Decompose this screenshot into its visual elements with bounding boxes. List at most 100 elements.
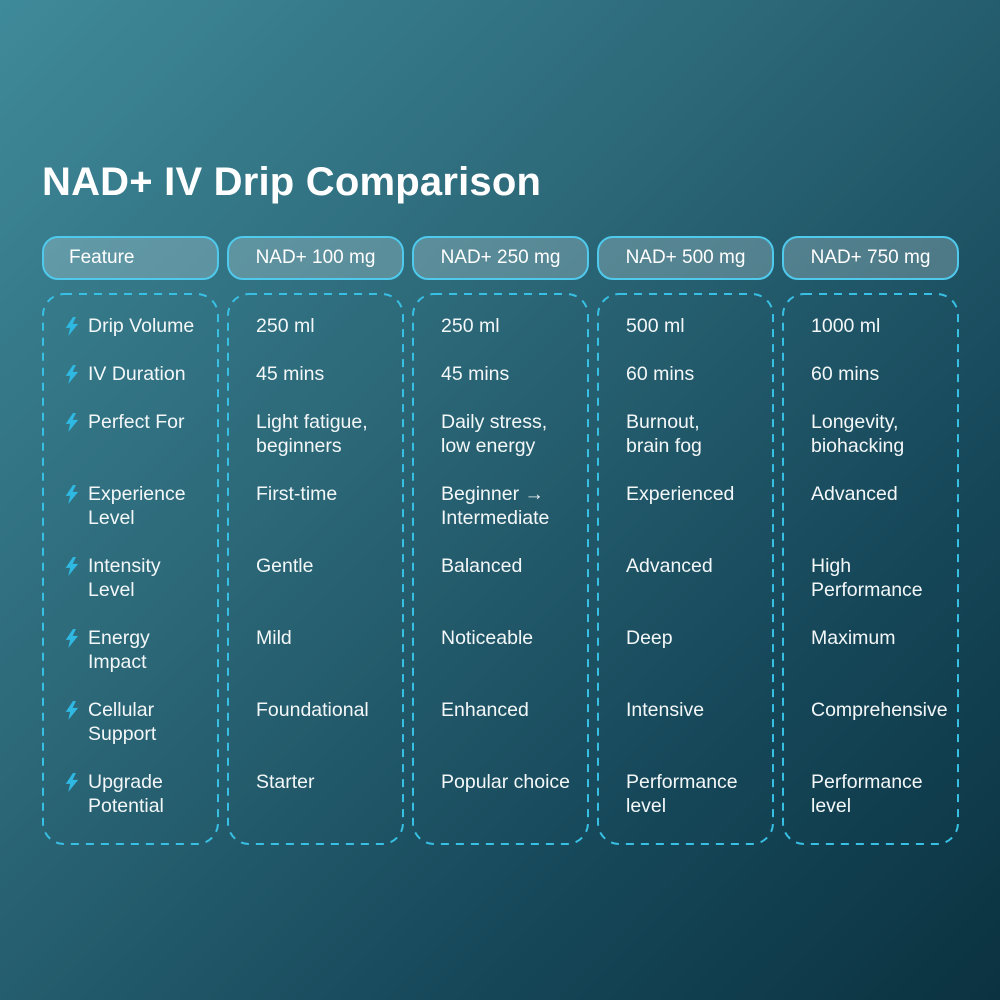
cell-value: 250 ml [256, 315, 315, 337]
feature-cell: Intensity Level [42, 554, 219, 626]
cell-value: Performance level [626, 771, 738, 817]
cell-value: Popular choice [441, 771, 570, 793]
value-cell: Advanced [597, 554, 774, 626]
value-cell: Gentle [227, 554, 404, 626]
lightning-bolt-icon [65, 485, 79, 504]
lightning-bolt-icon [65, 773, 79, 792]
value-cell: Performance level [597, 770, 774, 842]
cell-value: Enhanced [441, 699, 529, 721]
cell-value: Daily stress, low energy [441, 411, 548, 457]
lightning-bolt-icon [65, 413, 79, 432]
lightning-bolt-icon [65, 317, 79, 336]
lightning-bolt-icon [65, 365, 79, 384]
cell-value: Light fatigue, beginners [256, 411, 368, 457]
column-header-chip: NAD+ 500 mg [597, 236, 774, 280]
product-column: NAD+ 100 mg 250 ml 45 mins Light fatigue, b… [227, 236, 404, 845]
value-cell: Maximum [782, 626, 959, 698]
cell-value: Burnout, brain fog [626, 411, 702, 457]
feature-cell: Cellular Support [42, 698, 219, 770]
feature-label: Cellular Support [88, 699, 157, 745]
cell-value: Longevity, biohacking [811, 411, 905, 457]
value-cell: Enhanced [412, 698, 589, 770]
feature-cell: Experience Level [42, 482, 219, 554]
value-cell: 60 mins [782, 362, 959, 410]
feature-label: Experience Level [88, 483, 186, 529]
value-cell: 45 mins [227, 362, 404, 410]
cell-value: Balanced [441, 555, 523, 577]
lightning-bolt-icon [65, 701, 79, 720]
page-title: NAD+ IV Drip Comparison [42, 160, 542, 204]
cell-value: Noticeable [441, 627, 534, 649]
feature-label: Upgrade Potential [88, 771, 164, 817]
value-cell: 1000 ml [782, 314, 959, 362]
cell-value: 1000 ml [811, 315, 881, 337]
value-cell: Light fatigue, beginners [227, 410, 404, 482]
value-cell: Performance level [782, 770, 959, 842]
column-header-chip: Feature [42, 236, 219, 280]
column-panel: 250 ml 45 mins Daily stress, low energy Beg… [412, 293, 589, 845]
cell-value: Beginner → Intermediate [441, 483, 550, 529]
cell-value: Deep [626, 627, 673, 649]
value-cell: Foundational [227, 698, 404, 770]
cell-value: 500 ml [626, 315, 685, 337]
lightning-bolt-icon [65, 629, 79, 648]
product-column: NAD+ 500 mg 500 ml 60 mins Burnout, brain f… [597, 236, 774, 845]
feature-cell: Upgrade Potential [42, 770, 219, 842]
value-cell: 250 ml [227, 314, 404, 362]
cell-value: Experienced [626, 483, 735, 505]
lightning-bolt-icon [65, 557, 79, 576]
value-cell: Longevity, biohacking [782, 410, 959, 482]
feature-label: Intensity Level [88, 555, 161, 601]
value-cell: 250 ml [412, 314, 589, 362]
cell-value: Intensive [626, 699, 705, 721]
cell-value: 250 ml [441, 315, 500, 337]
cell-value: Advanced [811, 483, 898, 505]
cell-value: Comprehensive [811, 699, 948, 721]
value-cell: Balanced [412, 554, 589, 626]
value-cell: Mild [227, 626, 404, 698]
value-cell: Burnout, brain fog [597, 410, 774, 482]
feature-label: Energy Impact [88, 627, 150, 673]
cell-value: Advanced [626, 555, 713, 577]
column-panel: 500 ml 60 mins Burnout, brain fog Experienc… [597, 293, 774, 845]
value-cell: Starter [227, 770, 404, 842]
value-cell: Advanced [782, 482, 959, 554]
value-cell: Popular choice [412, 770, 589, 842]
cell-value: High Performance [811, 555, 923, 601]
feature-column: Feature Drip Volume IV Duration Perfect For… [42, 236, 219, 845]
feature-cell: Perfect For [42, 410, 219, 482]
value-cell: Daily stress, low energy [412, 410, 589, 482]
product-column: NAD+ 750 mg 1000 ml 60 mins Longevity, bioh… [782, 236, 959, 845]
cell-value: 45 mins [256, 363, 325, 385]
cell-value: 60 mins [811, 363, 880, 385]
value-cell: 45 mins [412, 362, 589, 410]
feature-label: Perfect For [88, 411, 185, 433]
feature-cell: IV Duration [42, 362, 219, 410]
cell-value: Performance level [811, 771, 923, 817]
column-header-chip: NAD+ 100 mg [227, 236, 404, 280]
feature-label: IV Duration [88, 363, 186, 385]
value-cell: Intensive [597, 698, 774, 770]
value-cell: High Performance [782, 554, 959, 626]
value-cell: Comprehensive [782, 698, 959, 770]
cell-value: Starter [256, 771, 315, 793]
product-column: NAD+ 250 mg 250 ml 45 mins Daily stress, lo… [412, 236, 589, 845]
value-cell: Experienced [597, 482, 774, 554]
cell-value: 60 mins [626, 363, 695, 385]
feature-label: Drip Volume [88, 315, 195, 337]
cell-value: Maximum [811, 627, 896, 649]
column-panel: 1000 ml 60 mins Longevity, biohacking Advan… [782, 293, 959, 845]
cell-value: Foundational [256, 699, 369, 721]
cell-value: Gentle [256, 555, 314, 577]
feature-cell: Energy Impact [42, 626, 219, 698]
value-cell: Deep [597, 626, 774, 698]
column-panel: 250 ml 45 mins Light fatigue, beginners Fir… [227, 293, 404, 845]
value-cell: 500 ml [597, 314, 774, 362]
column-panel: Drip Volume IV Duration Perfect For Experie… [42, 293, 219, 845]
value-cell: Noticeable [412, 626, 589, 698]
cell-value: 45 mins [441, 363, 510, 385]
comparison-table: Feature Drip Volume IV Duration Perfect For… [42, 236, 959, 845]
value-cell: Beginner → Intermediate [412, 482, 589, 554]
value-cell: 60 mins [597, 362, 774, 410]
